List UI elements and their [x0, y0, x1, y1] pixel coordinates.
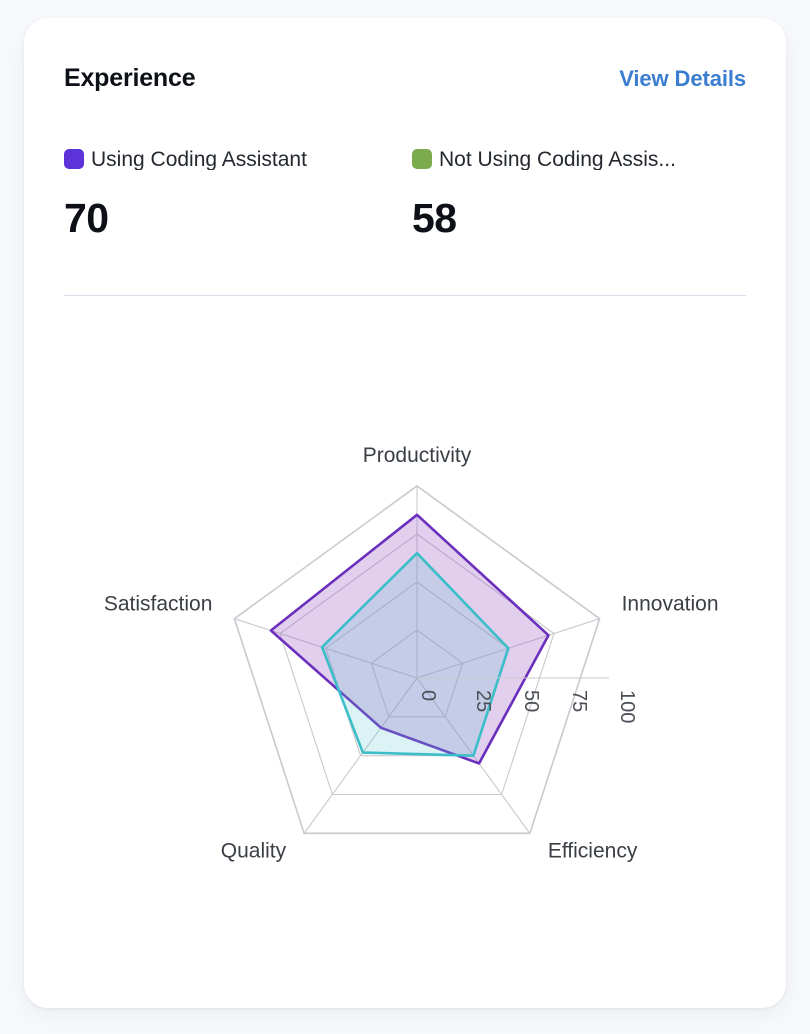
axis-label-efficiency: Efficiency	[548, 839, 638, 862]
axis-label-satisfaction: Satisfaction	[104, 593, 213, 616]
radar-chart: 0 25 50 75 100 Productivity Innovation Efficie…	[24, 318, 786, 978]
series-polygon	[320, 551, 510, 757]
radar-grid	[233, 485, 601, 835]
tick-label-100: 100	[616, 690, 638, 723]
spoke-satisfaction	[234, 618, 418, 679]
stat-block-not-using-coding-assistant: Not Using Coding Assis... 58	[412, 144, 760, 239]
tick-label-75: 75	[568, 690, 590, 712]
axis-label-quality: Quality	[221, 839, 287, 862]
legend-swatch-icon	[412, 149, 432, 169]
grid-ring-50	[325, 581, 509, 757]
legend-label: Not Using Coding Assis...	[439, 148, 676, 170]
tick-label-0: 0	[417, 690, 439, 701]
legend-label: Using Coding Assistant	[91, 148, 307, 170]
experience-card: Experience View Details Using Coding Ass…	[24, 18, 786, 1008]
radar-tick-labels: 0 25 50 75 100	[417, 690, 638, 723]
stat-value-not-using-coding-assistant: 58	[412, 195, 457, 241]
grid-ring-75	[279, 533, 555, 796]
axis-label-productivity: Productivity	[363, 444, 472, 467]
page-title: Experience	[64, 64, 196, 92]
stats-row: Using Coding Assistant 70 Not Using Codi…	[64, 144, 786, 239]
radar-chart-svg: 0 25 50 75 100 Productivity Innovation Efficie…	[104, 444, 719, 862]
grid-ring-25	[370, 629, 464, 718]
radar-series-group	[269, 513, 550, 765]
view-details-link[interactable]: View Details	[619, 66, 746, 91]
legend-using-coding-assistant: Using Coding Assistant	[64, 144, 412, 174]
legend-not-using-coding-assistant: Not Using Coding Assis...	[412, 144, 760, 174]
header-divider	[64, 295, 746, 296]
series-polygon	[269, 513, 550, 765]
legend-swatch-icon	[64, 149, 84, 169]
card-header: Experience View Details	[64, 66, 746, 102]
stat-value-using-coding-assistant: 70	[64, 195, 109, 241]
tick-label-50: 50	[520, 690, 542, 712]
axis-label-innovation: Innovation	[622, 593, 719, 616]
tick-label-25: 25	[472, 690, 494, 712]
spoke-quality	[303, 677, 418, 834]
grid-ring-100	[233, 485, 601, 835]
radar-axis-labels: Productivity Innovation Efficiency Quality S…	[104, 444, 719, 862]
stat-block-using-coding-assistant: Using Coding Assistant 70	[64, 144, 412, 239]
